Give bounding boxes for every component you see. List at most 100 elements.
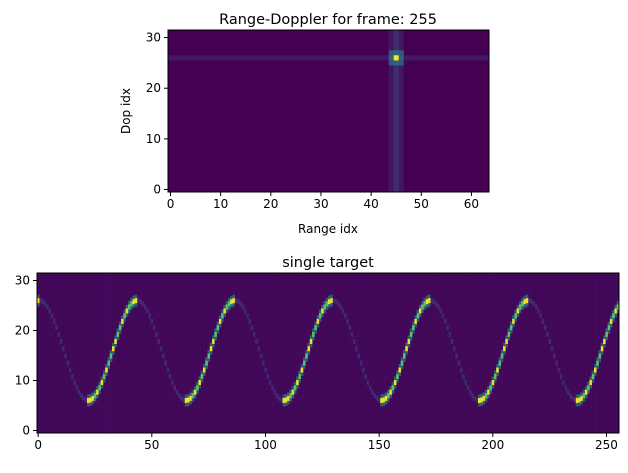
trace-cell: [125, 308, 129, 314]
trace-cell-faint: [439, 308, 442, 314]
clutter-column: [271, 273, 274, 433]
clutter-column: [121, 273, 124, 433]
single-target-xtick-label: 200: [481, 438, 504, 452]
single-target-xtick-label: 150: [368, 438, 391, 452]
trace-cell-faint: [48, 308, 51, 314]
trace-cell: [302, 360, 306, 366]
trace-cell: [96, 389, 99, 395]
single-target-axes: 0 50 100 150 200 250 0 10 20 30: [15, 274, 618, 453]
trace-cell: [309, 338, 313, 344]
trace-cell: [112, 346, 115, 352]
clutter-column: [496, 273, 499, 433]
trace-cell: [516, 308, 520, 314]
trace-cell-faint: [334, 299, 338, 305]
clutter-column: [368, 273, 372, 433]
trace-cell-faint: [275, 393, 279, 399]
trace-cell: [312, 331, 315, 337]
clutter-column: [412, 273, 415, 433]
single-target-heatmap: [37, 273, 620, 433]
single-target-title: single target: [282, 255, 374, 271]
trace-cell: [127, 304, 131, 310]
trace-cell: [118, 325, 122, 331]
range-doppler-ytick-label: 20: [146, 81, 161, 95]
trace-cell-faint: [475, 397, 479, 403]
trace-cell-faint: [82, 395, 86, 401]
trace-cell: [487, 389, 490, 395]
clutter-column: [200, 273, 204, 433]
clutter-column: [157, 273, 161, 433]
range-doppler-background: [168, 30, 489, 192]
clutter-column: [118, 273, 122, 433]
clutter-column: [468, 273, 472, 433]
trace-cell-faint: [446, 325, 449, 331]
trace-cell-faint: [566, 389, 570, 395]
clutter-column: [471, 273, 474, 433]
trace-cell: [232, 298, 236, 304]
clutter-column: [587, 273, 590, 433]
clutter-column: [430, 273, 433, 433]
clutter-column: [614, 273, 618, 433]
trace-cell-faint: [559, 374, 563, 380]
trace-cell: [607, 325, 611, 331]
clutter-column: [116, 273, 120, 433]
clutter-column: [71, 273, 74, 433]
trace-cell-faint: [339, 304, 342, 310]
trace-cell-faint: [459, 367, 463, 373]
clutter-column: [557, 273, 561, 433]
clutter-column: [255, 273, 258, 433]
clutter-column: [582, 273, 586, 433]
clutter-column: [539, 273, 543, 433]
trace-cell-faint: [234, 298, 238, 304]
trace-cell-faint: [243, 308, 247, 314]
clutter-column: [212, 273, 215, 433]
range-doppler-xtick-label: 50: [414, 197, 429, 211]
trace-cell-faint: [259, 353, 263, 359]
single-target-ytick-label: 20: [15, 324, 30, 338]
clutter-column: [223, 273, 226, 433]
trace-cell-faint: [443, 318, 447, 324]
clutter-column: [75, 273, 79, 433]
trace-cell: [514, 313, 517, 319]
trace-cell: [198, 379, 201, 385]
trace-cell: [187, 397, 190, 403]
clutter-column: [68, 273, 72, 433]
trace-cell: [218, 318, 222, 324]
trace-cell: [428, 298, 431, 304]
clutter-column: [384, 273, 388, 433]
clutter-column: [287, 273, 290, 433]
clutter-column: [337, 273, 340, 433]
clutter-column: [52, 273, 56, 433]
single-target-subplot: single target 0 50 100 150 200 250 0 10 20 30: [15, 255, 620, 452]
range-doppler-heatmap: [168, 30, 489, 192]
range-doppler-ylabel: Dop idx: [119, 88, 133, 134]
trace-cell: [102, 374, 106, 380]
range-doppler-xtick-label: 0: [167, 197, 175, 211]
clutter-column: [130, 273, 133, 433]
trace-cell-faint: [139, 299, 142, 305]
clutter-column: [59, 273, 63, 433]
clutter-column: [196, 273, 199, 433]
trace-cell-faint: [164, 360, 167, 366]
clutter-column: [318, 273, 322, 433]
clutter-column: [334, 273, 338, 433]
clutter-column: [241, 273, 245, 433]
trace-cell: [37, 298, 40, 304]
trace-cell-faint: [430, 298, 433, 304]
trace-cell: [98, 385, 101, 391]
clutter-column: [182, 273, 186, 433]
trace-cell: [114, 338, 117, 344]
clutter-column: [418, 273, 422, 433]
trace-cell: [593, 367, 597, 373]
clutter-column: [455, 273, 458, 433]
trace-cell: [582, 393, 586, 399]
trace-cell: [293, 385, 297, 391]
clutter-column: [487, 273, 490, 433]
trace-cell-faint: [180, 395, 183, 401]
trace-cell: [196, 385, 199, 391]
clutter-column: [359, 273, 363, 433]
single-target-ytick-label: 30: [15, 274, 30, 288]
trace-cell-faint: [550, 346, 554, 352]
clutter-column: [432, 273, 436, 433]
clutter-column: [280, 273, 283, 433]
clutter-column: [189, 273, 192, 433]
